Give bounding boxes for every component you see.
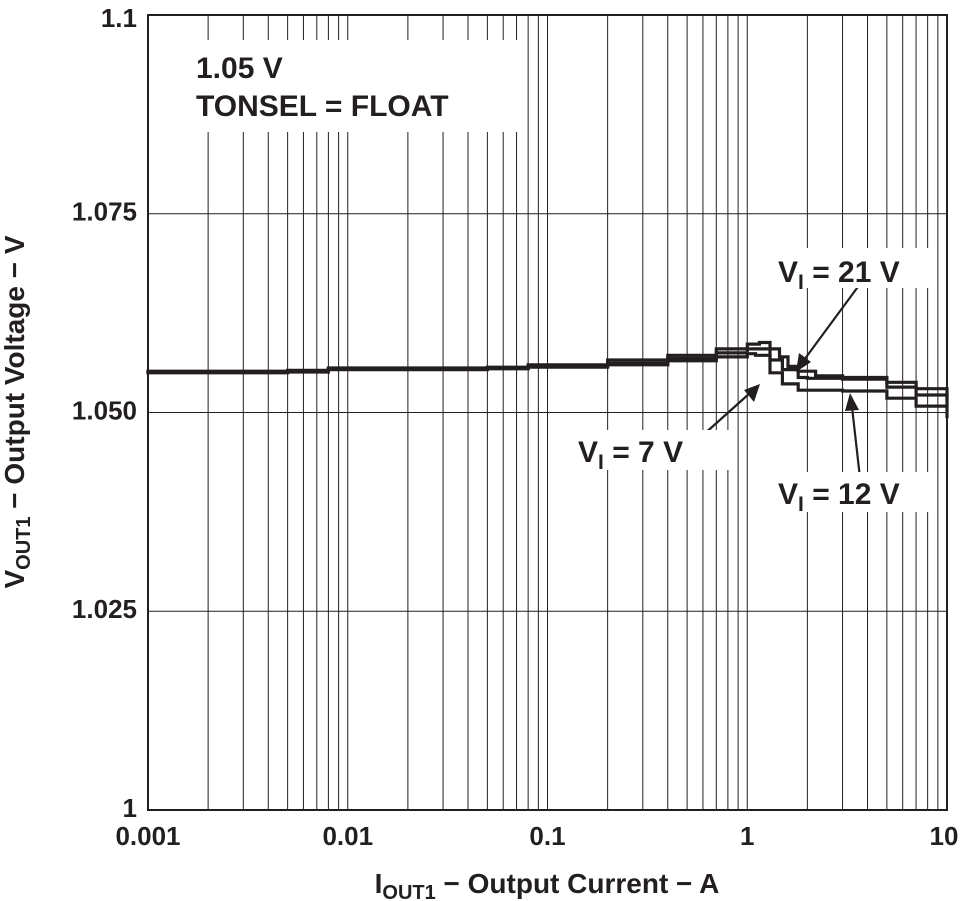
y-tick-label: 1 xyxy=(123,793,137,823)
y-axis-title: VOUT1 − Output Voltage − V xyxy=(0,235,35,588)
series-label-21v: VI = 21 V xyxy=(770,248,930,372)
y-tick-label: 1.050 xyxy=(72,395,137,425)
arrow-line xyxy=(701,392,751,437)
series-label: VI = 12 V xyxy=(778,478,900,516)
series-label: VI = 7 V xyxy=(578,436,683,474)
arrow-line xyxy=(803,283,861,361)
x-tick-labels: 0.001 0.01 0.1 1 10 xyxy=(115,821,958,851)
annotation-line: TONSEL = FLOAT xyxy=(196,90,449,123)
x-tick-label: 1 xyxy=(740,821,754,851)
annotation-line: 1.05 V xyxy=(196,52,283,85)
series-label: VI = 21 V xyxy=(778,256,900,294)
x-tick-label: 0.1 xyxy=(529,821,565,851)
annotation-background xyxy=(186,40,518,132)
series-label-7v: VI = 7 V xyxy=(570,384,760,474)
arrow-head xyxy=(845,393,859,411)
arrow-head xyxy=(796,353,811,372)
arrow-line xyxy=(850,406,862,479)
y-tick-label: 1.1 xyxy=(101,3,137,33)
label-background xyxy=(770,248,930,288)
x-axis-title: IOUT1 − Output Current − A xyxy=(375,868,720,901)
y-tick-label: 1.025 xyxy=(72,594,137,624)
y-tick-labels: 1 1.025 1.050 1.075 1.1 xyxy=(72,3,137,823)
y-tick-label: 1.075 xyxy=(72,197,137,227)
x-tick-label: 10 xyxy=(930,821,959,851)
label-background xyxy=(570,430,730,470)
series-line xyxy=(146,352,949,419)
annotation-box: 1.05 V TONSEL = FLOAT xyxy=(186,40,518,132)
arrow-head xyxy=(744,384,760,402)
x-tick-label: 0.01 xyxy=(322,821,373,851)
label-background xyxy=(770,472,930,512)
series-layer xyxy=(146,340,949,419)
series-label-12v: VI = 12 V xyxy=(770,393,930,516)
x-tick-label: 0.001 xyxy=(115,821,180,851)
